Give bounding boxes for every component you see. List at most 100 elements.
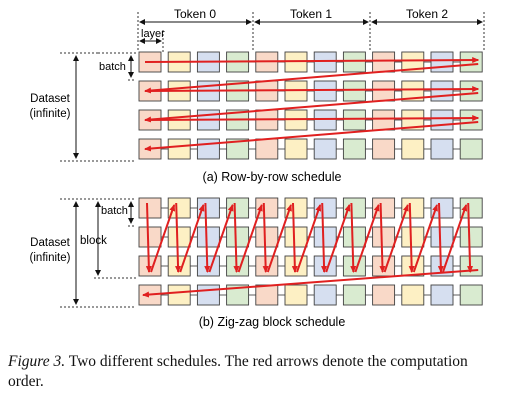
zigzag-up-arrow xyxy=(325,204,351,273)
zigzag-down-arrow xyxy=(262,202,269,273)
subcaption-a: (a) Row-by-row schedule xyxy=(203,170,342,184)
row-schedule-cell xyxy=(284,138,308,160)
zigzag-down-arrow xyxy=(233,202,240,273)
row-schedule-cell xyxy=(459,51,483,73)
layer-label: layer xyxy=(141,28,165,40)
figure-caption: Figure 3. Two different schedules. The r… xyxy=(8,352,503,392)
token-label-2: Token 2 xyxy=(406,7,448,21)
zigzag-schedule-cell xyxy=(196,197,220,219)
row-schedule-cell xyxy=(401,138,425,160)
row-schedule-cell xyxy=(313,109,337,131)
zigzag-schedule-cell xyxy=(430,197,454,219)
row-schedule-cell xyxy=(459,138,483,160)
zigzag-up-arrow xyxy=(237,204,263,273)
zigzag-schedule-cell xyxy=(167,255,191,277)
zigzag-up-arrow xyxy=(266,204,292,273)
caption-text: Two different schedules. The red arrows … xyxy=(8,353,468,390)
zigzag-schedule-cell xyxy=(401,226,425,248)
zigzag-schedule-cell xyxy=(255,197,279,219)
zigzag-down-arrow xyxy=(145,202,152,273)
zigzag-up-arrow xyxy=(383,204,409,273)
zigzag-schedule-cell xyxy=(226,197,250,219)
zigzag-schedule-cell xyxy=(226,255,250,277)
row-schedule-cell xyxy=(342,138,366,160)
zigzag-schedule-cell xyxy=(167,284,191,306)
zigzag-down-arrow xyxy=(467,202,474,273)
row-schedule-cell xyxy=(313,138,337,160)
row-return-arrow xyxy=(144,92,479,123)
zigzag-schedule-cell xyxy=(313,284,337,306)
zigzag-schedule-cell xyxy=(342,197,366,219)
zigzag-schedule-cell xyxy=(226,226,250,248)
zigzag-schedule-cell xyxy=(342,255,366,277)
zigzag-up-arrow xyxy=(179,204,205,273)
row-schedule-cell xyxy=(255,138,279,160)
zigzag-schedule-cell xyxy=(255,255,279,277)
dataset-label-b-line1: Dataset xyxy=(30,237,70,249)
zigzag-schedule-cell xyxy=(372,226,396,248)
grid-zigzag xyxy=(138,197,483,306)
block-return-arrow xyxy=(142,269,479,298)
row-schedule-cell xyxy=(342,80,366,102)
batch-label-a: batch xyxy=(99,61,126,73)
dataset-label-a-line2: (infinite) xyxy=(30,108,71,120)
zigzag-schedule-cell xyxy=(138,197,162,219)
zigzag-down-arrow xyxy=(175,202,182,273)
zigzag-schedule-cell xyxy=(430,226,454,248)
subcaption-b: (b) Zig-zag block schedule xyxy=(199,315,346,329)
zigzag-schedule-cell xyxy=(196,226,220,248)
zigzag-down-arrow xyxy=(408,202,415,273)
row-schedule-cell xyxy=(196,138,220,160)
zigzag-down-arrow xyxy=(291,202,298,273)
row-schedule-cell xyxy=(372,138,396,160)
zigzag-schedule-cell xyxy=(372,197,396,219)
zigzag-schedule-cell xyxy=(430,284,454,306)
zigzag-schedule-cell xyxy=(313,255,337,277)
zigzag-up-arrow xyxy=(150,204,176,273)
row-schedule-cell xyxy=(459,109,483,131)
zigzag-schedule-cell xyxy=(459,226,483,248)
zigzag-up-arrow xyxy=(412,204,438,273)
row-schedule-cell xyxy=(401,80,425,102)
zigzag-schedule-cell xyxy=(401,255,425,277)
row-schedule-cell xyxy=(430,109,454,131)
zigzag-down-arrow xyxy=(204,202,211,273)
zigzag-schedule-cell xyxy=(459,284,483,306)
zigzag-schedule-cell xyxy=(226,284,250,306)
row-schedule-cell xyxy=(226,138,250,160)
order-arrows-zigzag xyxy=(142,202,479,298)
zigzag-up-arrow xyxy=(442,204,468,273)
row-schedule-cell xyxy=(430,138,454,160)
row-schedule-cell xyxy=(372,109,396,131)
caption-lead: Figure 3. xyxy=(8,353,66,370)
zigzag-schedule-cell xyxy=(401,197,425,219)
row-schedule-cell xyxy=(401,109,425,131)
row-forward-arrow xyxy=(144,115,480,122)
zigzag-schedule-cell xyxy=(342,284,366,306)
zigzag-schedule-cell xyxy=(313,197,337,219)
panel-b-annotations: Dataset (infinite) block batch (b) Zig-z… xyxy=(30,198,346,329)
zigzag-schedule-cell xyxy=(138,255,162,277)
row-schedule-cell xyxy=(430,80,454,102)
dataset-label-a-line1: Dataset xyxy=(30,93,70,105)
zigzag-schedule-cell xyxy=(255,284,279,306)
row-schedule-cell xyxy=(372,80,396,102)
token-header: Token 0 Token 1 Token 2 layer xyxy=(137,7,485,52)
row-schedule-cell xyxy=(313,80,337,102)
row-schedule-cell xyxy=(313,51,337,73)
row-schedule-cell xyxy=(430,51,454,73)
row-forward-arrow xyxy=(144,86,480,93)
row-schedule-cell xyxy=(372,51,396,73)
row-forward-arrow xyxy=(144,57,480,64)
zigzag-schedule-cell xyxy=(342,226,366,248)
panel-a-annotations: batch Dataset (infinite) (a) Row-by-row … xyxy=(30,52,342,184)
token-label-1: Token 1 xyxy=(290,7,332,21)
zigzag-schedule-cell xyxy=(284,255,308,277)
zigzag-schedule-cell xyxy=(313,226,337,248)
zigzag-down-arrow xyxy=(321,202,328,273)
zigzag-schedule-cell xyxy=(459,255,483,277)
row-return-arrow xyxy=(144,121,479,152)
zigzag-schedule-cell xyxy=(401,284,425,306)
zigzag-schedule-cell xyxy=(459,197,483,219)
